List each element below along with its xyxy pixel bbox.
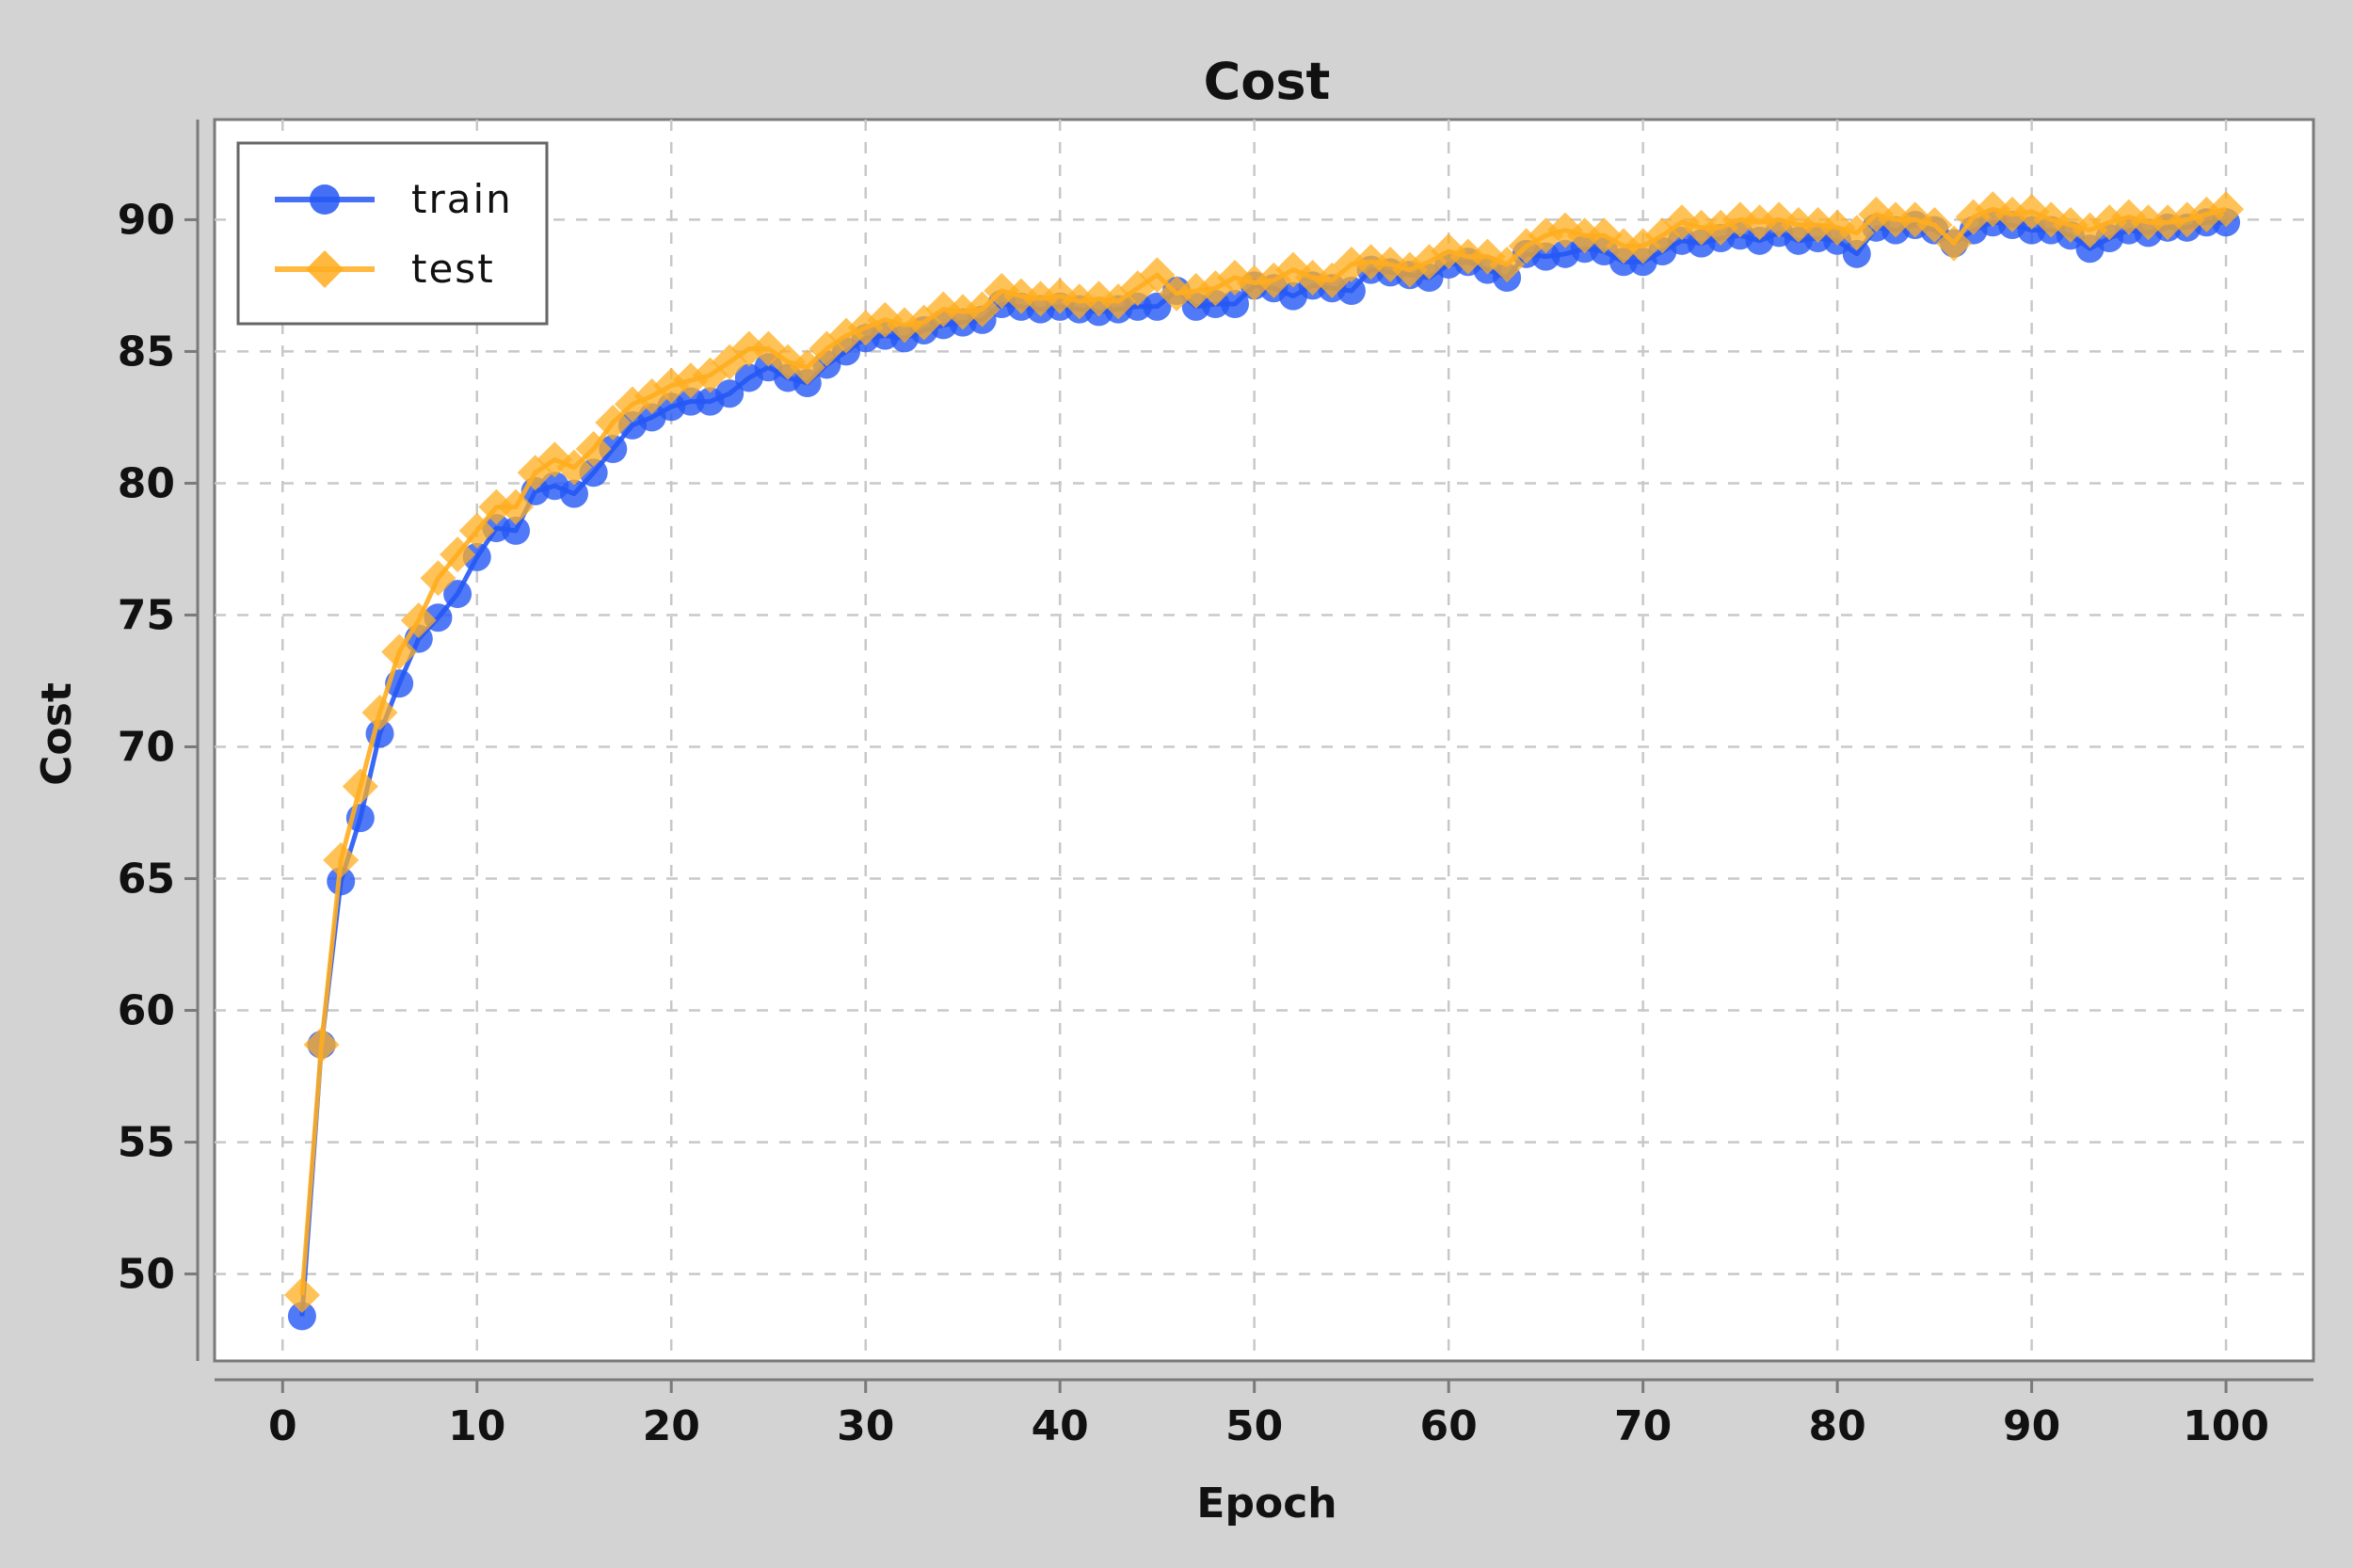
chart-title: Cost xyxy=(1204,52,1331,111)
y-tick-label: 75 xyxy=(118,591,175,639)
data-point-train xyxy=(1221,290,1250,319)
y-tick-label: 90 xyxy=(118,196,175,244)
x-tick-label: 100 xyxy=(2183,1402,2269,1450)
data-point-test xyxy=(1605,228,1641,264)
y-tick-label: 85 xyxy=(118,328,175,376)
x-tick-label: 60 xyxy=(1420,1402,1478,1450)
series-test xyxy=(283,191,2245,1313)
legend: train test xyxy=(236,141,549,326)
data-point-test xyxy=(1838,215,1875,251)
x-tick-label: 90 xyxy=(2003,1402,2060,1450)
legend-label-test: test xyxy=(411,246,495,292)
x-tick-label: 20 xyxy=(643,1402,700,1450)
data-point-test xyxy=(381,633,418,670)
y-tick-label: 80 xyxy=(118,459,175,507)
data-point-test xyxy=(440,536,476,573)
y-tick-label: 65 xyxy=(118,856,175,904)
data-point-test xyxy=(1936,225,1973,262)
data-point-test xyxy=(458,512,495,549)
data-point-train xyxy=(502,516,531,545)
data-point-test xyxy=(789,349,825,386)
data-point-test xyxy=(1489,247,1526,283)
data-point-test xyxy=(1683,209,1720,246)
y-axis-label: Cost xyxy=(33,682,81,786)
y-tick-label: 55 xyxy=(118,1119,175,1167)
data-point-test xyxy=(2052,207,2089,244)
y-tick-label: 60 xyxy=(118,987,175,1035)
data-point-train xyxy=(443,580,472,609)
data-point-test xyxy=(303,1026,340,1063)
data-point-test xyxy=(595,405,632,441)
data-point-train xyxy=(599,435,628,464)
data-point-train xyxy=(715,379,744,408)
x-tick-label: 10 xyxy=(448,1402,505,1450)
legend-marker-test xyxy=(306,250,344,288)
plot-area xyxy=(213,118,2315,1363)
x-tick-label: 40 xyxy=(1032,1402,1089,1450)
data-point-test xyxy=(944,294,981,330)
legend-box xyxy=(236,141,549,326)
data-point-test xyxy=(342,768,378,805)
data-point-train xyxy=(676,387,705,416)
data-point-test xyxy=(1878,201,1914,238)
data-point-test xyxy=(283,1276,320,1313)
data-point-test xyxy=(498,488,535,525)
data-point-test xyxy=(555,449,592,486)
x-tick-label: 30 xyxy=(837,1402,894,1450)
y-tick-label: 70 xyxy=(118,724,175,772)
data-point-test xyxy=(730,330,767,367)
data-point-test xyxy=(1566,217,1603,254)
data-series xyxy=(283,191,2245,1331)
data-point-test xyxy=(964,291,1000,328)
axes: 0 10 20 30 40 50 60 70 80 90 100 50 55 60 65 70 75 80 85 90 xyxy=(118,120,2313,1450)
data-point-test xyxy=(361,695,398,731)
data-point-test xyxy=(323,841,360,878)
data-point-test xyxy=(2208,191,2245,228)
data-point-train xyxy=(1842,239,1871,268)
grid-lines xyxy=(215,120,2313,1361)
x-tick-label: 80 xyxy=(1809,1402,1866,1450)
data-point-test xyxy=(1449,238,1486,275)
x-tick-label: 0 xyxy=(268,1402,297,1450)
data-point-test xyxy=(1780,207,1817,244)
data-point-test xyxy=(1800,207,1836,244)
data-point-test xyxy=(420,560,456,597)
data-point-test xyxy=(1916,207,1953,244)
data-point-test xyxy=(478,488,515,525)
data-point-train xyxy=(287,1302,316,1331)
data-point-test xyxy=(1139,257,1176,294)
data-point-test xyxy=(400,602,437,639)
legend-item-train: train xyxy=(275,176,513,222)
y-tick-label: 50 xyxy=(118,1251,175,1299)
legend-marker-train xyxy=(310,184,340,215)
x-tick-label: 70 xyxy=(1614,1402,1672,1450)
data-point-train xyxy=(1143,292,1172,321)
data-point-test xyxy=(575,431,612,468)
x-axis-label: Epoch xyxy=(1196,1480,1337,1528)
legend-item-test: test xyxy=(275,246,495,292)
x-tick-label: 50 xyxy=(1225,1402,1283,1450)
data-point-test xyxy=(2130,204,2167,241)
data-point-train xyxy=(559,479,588,508)
legend-label-train: train xyxy=(411,176,513,222)
